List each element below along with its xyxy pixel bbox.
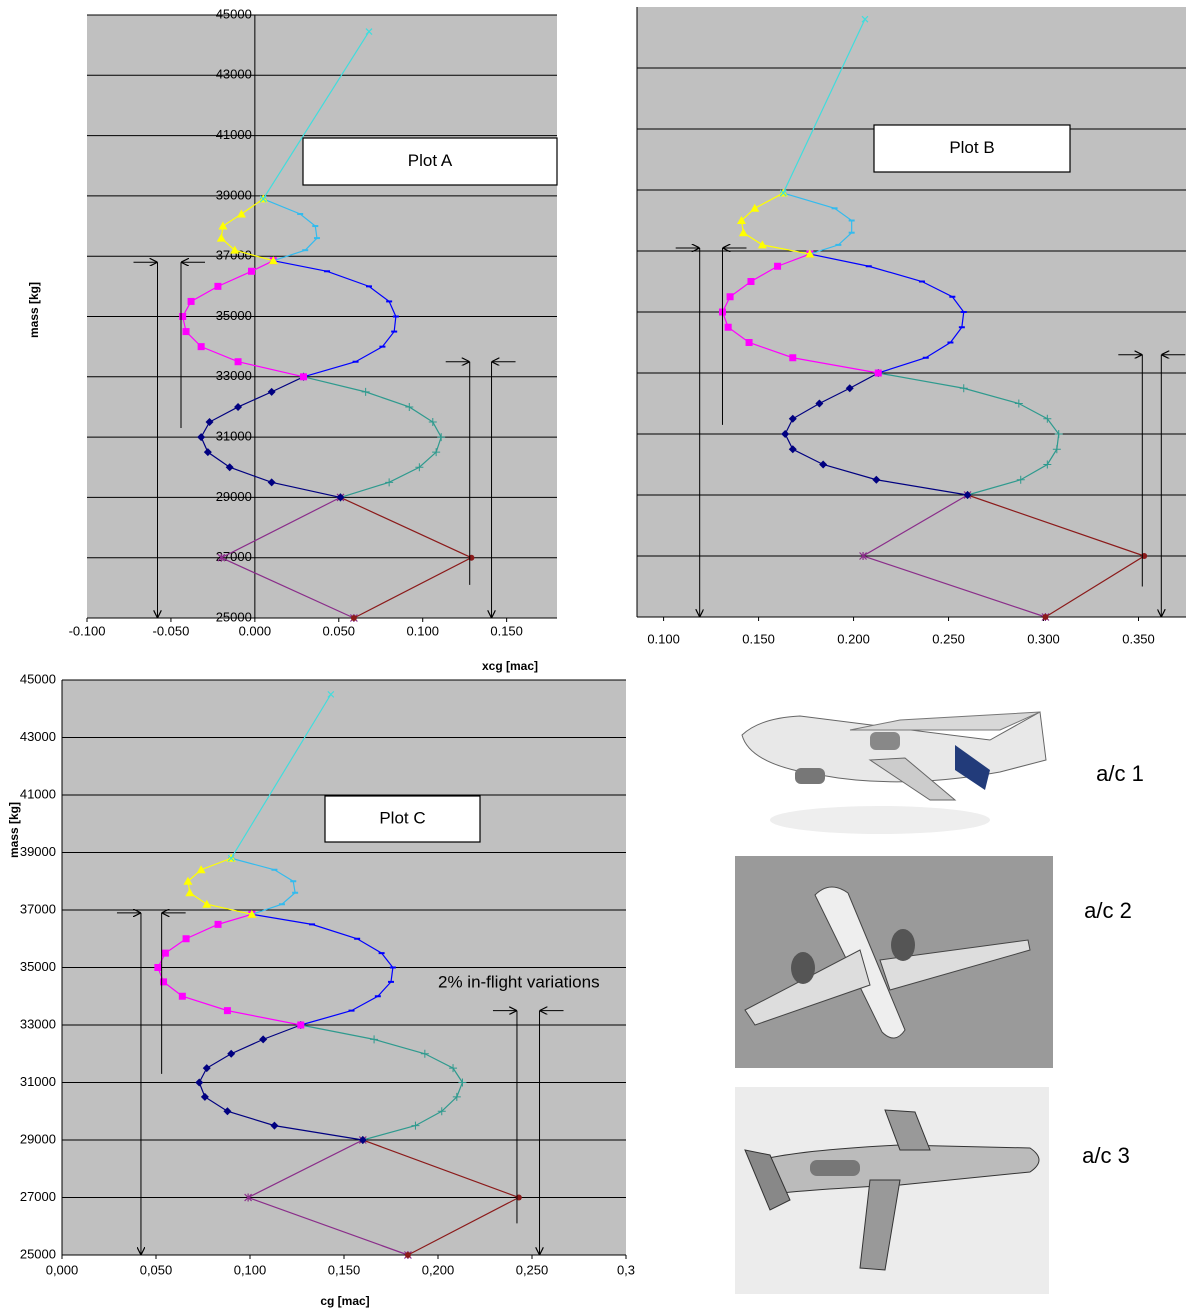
x-tick-label: 0,150 [328,1262,361,1277]
y-tick-label: 25000 [216,609,252,624]
x-tick-label: -0.100 [69,623,106,638]
x-tick-label: 0.250 [932,631,965,646]
marker [789,354,796,361]
marker [183,328,190,335]
x-tick-label: 0.300 [1027,631,1060,646]
y-axis-label: mass [kg] [7,802,21,858]
y-tick-label: 45000 [216,6,252,21]
y-tick-label: 43000 [216,67,252,82]
y-tick-label: 33000 [20,1016,56,1031]
y-tick-label: 39000 [20,844,56,859]
y-tick-label: 29000 [20,1131,56,1146]
marker [215,921,222,928]
annotation: Plot C [379,808,425,827]
y-tick-label: 31000 [20,1074,56,1089]
aircraft-label: a/c 1 [1096,761,1144,786]
marker [405,1252,411,1258]
marker [875,370,882,377]
marker [351,615,357,621]
aircraft-labels: a/c 1 a/c 2 a/c 3 [1082,761,1144,1168]
aircraft-label: a/c 2 [1084,898,1132,923]
annotation: Plot A [408,151,453,170]
x-tick-label: 0.200 [837,631,870,646]
x-axis-label: cg [mac] [320,1294,369,1308]
marker [747,278,754,285]
x-tick-label: 0.000 [239,623,272,638]
marker [248,268,255,275]
y-tick-label: 35000 [20,959,56,974]
marker [198,343,205,350]
y-tick-label: 43000 [20,729,56,744]
marker [224,1007,231,1014]
x-tick-label: -0.050 [152,623,189,638]
x-tick-label: 0,3 [617,1262,635,1277]
marker [774,263,781,270]
y-tick-label: 31000 [216,429,252,444]
marker [1042,614,1048,620]
marker [297,1022,304,1029]
aircraft-label: a/c 3 [1082,1143,1130,1168]
y-tick-label: 45000 [20,671,56,686]
y-tick-label: 29000 [216,489,252,504]
marker [162,950,169,957]
annotation-note: 2% in-flight variations [438,972,600,991]
x-tick-label: 0,200 [422,1262,455,1277]
x-tick-label: 0.100 [647,631,680,646]
y-tick-label: 35000 [216,308,252,323]
marker [154,964,161,971]
x-tick-label: 0,000 [46,1262,79,1277]
aircraft-photo-3 [735,1087,1049,1294]
marker [183,935,190,942]
page: 25000 27000 29000 31000 33000 35000 37000 39000… [0,0,1186,1311]
x-tick-label: 0,250 [516,1262,549,1277]
chart: 0.100 0.150 0.200 0.250 0.300 0.350 Plot B [637,7,1186,646]
marker [235,358,242,365]
aircraft-photo-1 [742,712,1046,834]
y-tick-label: 37000 [20,901,56,916]
x-tick-label: 0,100 [234,1262,267,1277]
marker [188,298,195,305]
marker [746,339,753,346]
x-tick-label: 0.050 [323,623,356,638]
y-axis-label: mass [kg] [27,282,41,338]
y-tick-label: 33000 [216,368,252,383]
x-tick-label: 0.100 [406,623,439,638]
y-tick-label: 41000 [216,127,252,142]
x-tick-label: 0.150 [742,631,775,646]
marker [160,978,167,985]
x-tick-label: 0.350 [1122,631,1155,646]
marker [300,373,307,380]
marker [725,324,732,331]
marker [727,293,734,300]
y-tick-label: 25000 [20,1246,56,1261]
marker [179,993,186,1000]
y-tick-label: 27000 [20,1189,56,1204]
marker [179,313,186,320]
x-tick-label: 0.150 [490,623,523,638]
x-tick-label: 0,050 [140,1262,173,1277]
annotation: Plot B [949,138,994,157]
y-tick-label: 41000 [20,786,56,801]
x-axis-label: xcg [mac] [482,659,538,673]
marker [214,283,221,290]
chart: 2500027000290003100033000350003700039000… [27,6,557,673]
y-tick-label: 39000 [216,187,252,202]
aircraft-photo-2 [735,856,1053,1068]
chart: 25000 27000 29000 31000 33000 35000 37000 39000… [7,671,635,1308]
